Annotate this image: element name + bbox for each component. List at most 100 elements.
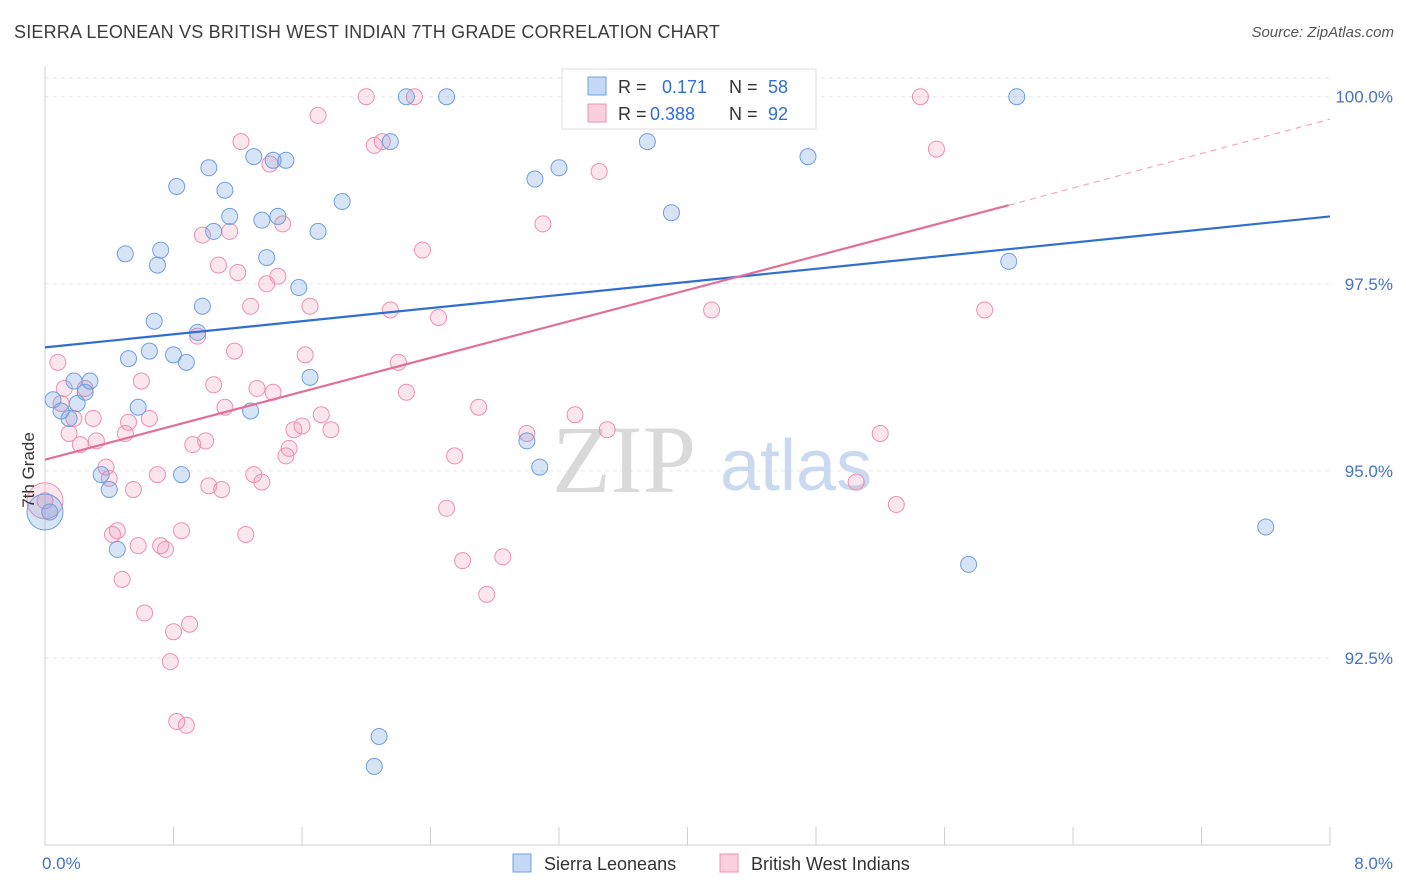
bottom-legend-swatch-pink [719,853,739,873]
point-british-west-indian-72 [438,499,456,517]
point-sierra-leonean-7 [81,372,99,390]
point-british-west-indian-24 [156,540,174,558]
point-british-west-indian-29 [177,716,195,734]
point-british-west-indian-45 [242,297,260,315]
point-british-west-indian-34 [197,432,215,450]
point-sierra-leonean-14 [140,342,158,360]
point-british-west-indian-80 [566,406,584,424]
point-sierra-leonean-33 [269,207,287,225]
point-british-west-indian-74 [454,552,472,570]
point-sierra-leonean-55 [1008,88,1026,106]
point-british-west-indian-66 [381,301,399,319]
point-sierra-leonean-36 [301,368,319,386]
point-sierra-leonean-56 [1257,518,1275,536]
point-sierra-leonean-49 [662,204,680,222]
point-british-west-indian-8 [84,409,102,427]
point-sierra-leonean-17 [152,241,170,259]
bottom-legend-label-1: Sierra Leoneans [544,854,676,874]
point-british-west-indian-79 [534,215,552,233]
series-sierra-leoneans [26,88,1275,775]
point-british-west-indian-60 [309,106,327,124]
point-sierra-leonean-20 [173,466,191,484]
point-sierra-leonean-23 [193,297,211,315]
point-sierra-leonean-15 [145,312,163,330]
point-sierra-leonean-29 [245,148,263,166]
y-axis-label: 7th Grade [19,432,38,508]
point-sierra-leonean-48 [638,133,656,151]
point-sierra-leonean-54 [1000,252,1018,270]
point-british-west-indian-63 [357,88,375,106]
point-british-west-indian-40 [221,222,239,240]
point-british-west-indian-71 [430,308,448,326]
point-british-west-indian-61 [312,406,330,424]
point-british-west-indian-82 [598,421,616,439]
legend-n-label-1: N = [729,77,758,97]
point-sierra-leonean-39 [365,757,383,775]
legend-n-label-2: N = [729,104,758,124]
chart-title: SIERRA LEONEAN VS BRITISH WEST INDIAN 7T… [14,22,721,42]
point-sierra-leonean-25 [205,222,223,240]
point-sierra-leonean-42 [397,88,415,106]
point-sierra-leonean-32 [264,151,282,169]
point-british-west-indian-88 [911,88,929,106]
legend-r-label-1: R = [618,77,647,97]
point-british-west-indian-59 [301,297,319,315]
grid-lines [45,77,1330,659]
point-sierra-leonean-26 [216,181,234,199]
point-british-west-indian-83 [703,301,721,319]
point-british-west-indian-13 [108,522,126,540]
legend-n-value-2: 92 [768,104,788,124]
point-british-west-indian-35 [200,477,218,495]
point-british-west-indian-27 [168,713,186,731]
x-tick-label-1: 8.0% [1354,854,1393,873]
point-british-west-indian-44 [237,525,255,543]
legend-swatch-pink [587,103,607,123]
point-sierra-leonean-43 [438,88,456,106]
point-british-west-indian-62 [322,421,340,439]
point-sierra-leonean-18 [165,346,182,364]
point-british-west-indian-14 [113,570,131,588]
point-sierra-leonean-38 [333,192,351,210]
point-british-west-indian-64 [365,136,383,154]
point-sierra-leonean-35 [290,279,308,297]
legend-r-label-2: R = [618,104,647,124]
y-tick-label-3: 100.0% [1335,88,1393,107]
point-sierra-leonean-12 [120,350,138,368]
point-british-west-indian-19 [132,372,150,390]
point-british-west-indian-70 [413,241,431,259]
watermark-zip: ZIP [552,406,696,513]
point-british-west-indian-90 [976,301,994,319]
point-british-west-indian-89 [927,140,945,158]
point-british-west-indian-68 [397,383,415,401]
point-british-west-indian-21 [140,409,158,427]
point-sierra-leonean-46 [531,458,549,476]
point-sierra-leonean-0 [41,503,59,521]
point-british-west-indian-77 [494,548,512,566]
point-british-west-indian-31 [184,436,202,454]
point-british-west-indian-75 [470,398,488,416]
stats-legend: R = 0.171 N = 58 R = 0.388 N = 92 [561,68,817,130]
bottom-legend-label-2: British West Indians [751,854,910,874]
point-british-west-indian-37 [209,256,227,274]
point-british-west-indian-17 [124,481,142,499]
point-british-west-indian-22 [148,466,166,484]
point-british-west-indian-30 [181,615,199,633]
point-sierra-leonean-44 [518,432,536,450]
y-tick-label-0: 92.5% [1345,649,1393,668]
point-british-west-indian-52 [269,267,287,285]
point-sierra-leonean-13 [129,398,147,416]
point-british-west-indian-38 [213,481,231,499]
point-sierra-leonean-16 [148,256,166,274]
point-british-west-indian-41 [226,342,244,360]
point-british-west-indian-20 [136,604,154,622]
y-tick-label-2: 97.5% [1345,275,1393,294]
point-sierra-leonean-34 [277,151,295,169]
point-british-west-indian-36 [205,376,223,394]
point-british-west-indian-43 [232,133,250,151]
x-tick-labels: 0.0% 8.0% [42,854,1393,873]
point-british-west-indian-47 [248,380,266,398]
point-british-west-indian-42 [229,264,247,282]
watermark-atlas: atlas [720,426,872,506]
point-sierra-leonean-57 [26,493,64,531]
point-sierra-leonean-10 [108,540,126,558]
